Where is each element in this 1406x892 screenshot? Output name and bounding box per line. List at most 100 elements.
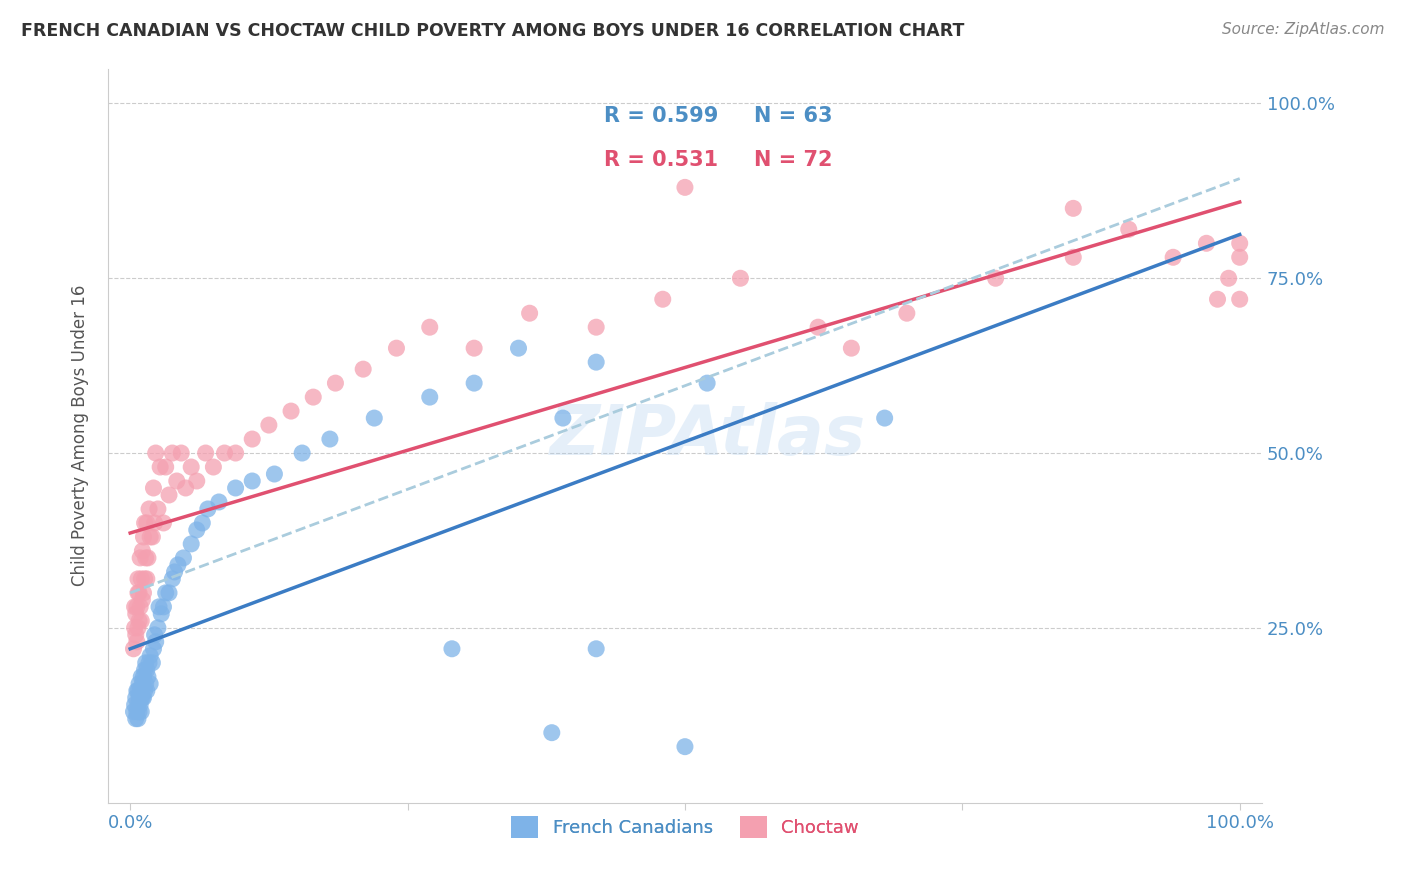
Point bbox=[142, 481, 165, 495]
Point bbox=[124, 698, 146, 712]
Point bbox=[984, 271, 1007, 285]
Point bbox=[280, 404, 302, 418]
Point bbox=[197, 502, 219, 516]
Point bbox=[142, 641, 165, 656]
Point bbox=[125, 628, 148, 642]
Point bbox=[127, 683, 149, 698]
Point bbox=[145, 635, 167, 649]
Point bbox=[129, 550, 152, 565]
Point bbox=[1118, 222, 1140, 236]
Point bbox=[167, 558, 190, 572]
Point bbox=[1229, 250, 1251, 264]
Point bbox=[240, 432, 263, 446]
Point bbox=[191, 516, 214, 530]
Point bbox=[135, 516, 157, 530]
Point bbox=[162, 572, 184, 586]
Point bbox=[134, 516, 156, 530]
Point bbox=[419, 390, 441, 404]
Text: FRENCH CANADIAN VS CHOCTAW CHILD POVERTY AMONG BOYS UNDER 16 CORRELATION CHART: FRENCH CANADIAN VS CHOCTAW CHILD POVERTY… bbox=[21, 22, 965, 40]
Point bbox=[149, 460, 172, 475]
Point bbox=[132, 670, 155, 684]
Point bbox=[125, 599, 148, 614]
Point bbox=[135, 663, 157, 677]
Point bbox=[128, 614, 150, 628]
Text: N = 72: N = 72 bbox=[754, 150, 832, 170]
Point bbox=[463, 376, 485, 391]
Point bbox=[127, 712, 149, 726]
Point bbox=[170, 446, 193, 460]
Point bbox=[163, 565, 186, 579]
Point bbox=[174, 481, 197, 495]
Point bbox=[138, 502, 160, 516]
Point bbox=[202, 460, 225, 475]
Point bbox=[127, 586, 149, 600]
Point bbox=[352, 362, 374, 376]
Point bbox=[696, 376, 718, 391]
Point bbox=[150, 607, 173, 621]
Point bbox=[146, 502, 169, 516]
Point bbox=[134, 572, 156, 586]
Point bbox=[124, 599, 146, 614]
Point bbox=[152, 599, 174, 614]
Point bbox=[873, 411, 896, 425]
Point bbox=[157, 586, 180, 600]
Point bbox=[134, 663, 156, 677]
Point bbox=[135, 572, 157, 586]
Point bbox=[129, 670, 152, 684]
Point bbox=[214, 446, 236, 460]
Point bbox=[135, 656, 157, 670]
Point bbox=[125, 683, 148, 698]
Point bbox=[129, 599, 152, 614]
Text: N = 63: N = 63 bbox=[754, 106, 832, 127]
Point bbox=[1062, 250, 1084, 264]
Point bbox=[128, 677, 150, 691]
Point bbox=[141, 656, 163, 670]
Point bbox=[180, 460, 202, 475]
Point bbox=[129, 683, 152, 698]
Text: Source: ZipAtlas.com: Source: ZipAtlas.com bbox=[1222, 22, 1385, 37]
Point bbox=[1229, 292, 1251, 306]
Point bbox=[519, 306, 541, 320]
Point bbox=[1195, 236, 1218, 251]
Point bbox=[127, 572, 149, 586]
Point bbox=[1218, 271, 1240, 285]
Point bbox=[585, 355, 607, 369]
Point bbox=[896, 306, 918, 320]
Point bbox=[129, 705, 152, 719]
Point bbox=[180, 537, 202, 551]
Point bbox=[129, 690, 152, 705]
Point bbox=[208, 495, 231, 509]
Point bbox=[128, 705, 150, 719]
Point bbox=[129, 698, 152, 712]
Point bbox=[131, 592, 153, 607]
Point bbox=[225, 481, 247, 495]
Point bbox=[508, 341, 530, 355]
Point bbox=[128, 586, 150, 600]
Point bbox=[141, 530, 163, 544]
Point bbox=[194, 446, 217, 460]
Point bbox=[129, 614, 152, 628]
Point bbox=[302, 390, 325, 404]
Text: R = 0.599: R = 0.599 bbox=[605, 106, 718, 127]
Point bbox=[162, 446, 184, 460]
Point bbox=[1206, 292, 1229, 306]
Point bbox=[585, 641, 607, 656]
Point bbox=[132, 530, 155, 544]
Point bbox=[135, 677, 157, 691]
Point bbox=[585, 320, 607, 334]
Point bbox=[138, 656, 160, 670]
Point bbox=[139, 648, 162, 663]
Point bbox=[125, 607, 148, 621]
Point bbox=[225, 446, 247, 460]
Point bbox=[673, 739, 696, 754]
Text: ZIPAtlas: ZIPAtlas bbox=[550, 402, 866, 469]
Point bbox=[319, 432, 342, 446]
Point bbox=[291, 446, 314, 460]
Point bbox=[325, 376, 347, 391]
Point bbox=[143, 516, 166, 530]
Point bbox=[155, 460, 177, 475]
Point bbox=[124, 621, 146, 635]
Point bbox=[129, 572, 152, 586]
Point bbox=[148, 599, 170, 614]
Point bbox=[1062, 202, 1084, 216]
